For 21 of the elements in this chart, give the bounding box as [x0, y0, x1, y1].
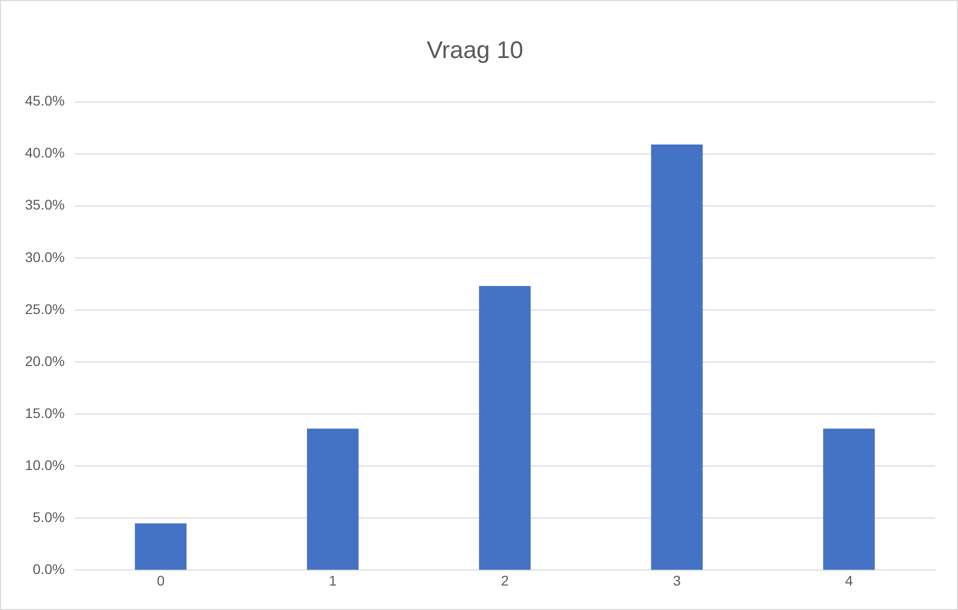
y-tick-label: 10.0%: [24, 456, 65, 473]
bar: [479, 286, 531, 570]
x-tick-label: 3: [673, 572, 682, 588]
chart-title: Vraag 10: [426, 37, 524, 64]
x-tick-label: 2: [500, 572, 509, 588]
y-tick-label: 25.0%: [24, 300, 65, 317]
x-tick-label: 1: [328, 572, 337, 588]
bar: [134, 523, 187, 570]
bar: [651, 144, 703, 570]
y-tick-label: 40.0%: [24, 144, 65, 161]
x-tick-label: 0: [156, 572, 165, 588]
y-tick-label: 0.0%: [32, 561, 65, 578]
y-tick-label: 30.0%: [24, 248, 65, 265]
bar: [823, 428, 875, 570]
y-tick-label: 5.0%: [32, 509, 65, 526]
y-tick-label: 45.0%: [24, 92, 65, 109]
bar: [306, 428, 359, 570]
y-tick-label: 20.0%: [24, 352, 65, 369]
y-tick-label: 15.0%: [24, 404, 65, 421]
x-tick-label: 4: [845, 572, 854, 588]
y-tick-label: 35.0%: [24, 196, 65, 213]
